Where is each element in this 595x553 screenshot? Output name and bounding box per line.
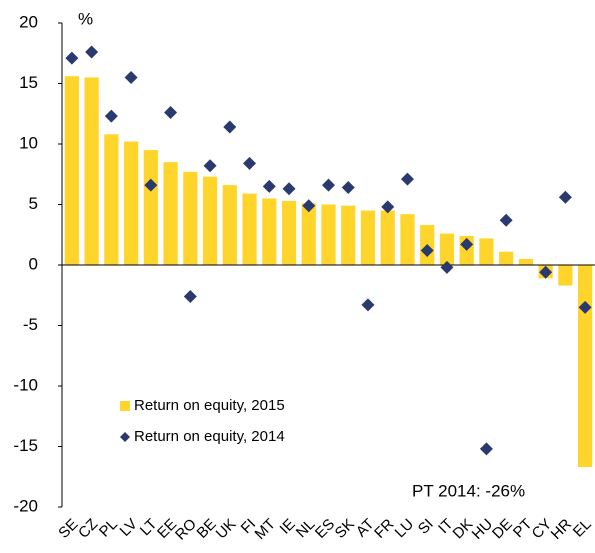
legend-swatch (120, 401, 130, 411)
legend-swatch (120, 432, 130, 442)
y-tick-label: 20 (19, 12, 38, 31)
bar (202, 176, 218, 265)
diamond (381, 200, 395, 214)
diamond (361, 298, 375, 312)
bar (281, 200, 297, 265)
diamond (578, 300, 592, 314)
bar (499, 251, 514, 265)
y-tick-label: -10 (13, 375, 38, 394)
y-tick-label: -20 (13, 496, 38, 515)
bar (262, 198, 277, 265)
diamond (282, 182, 296, 196)
bar (104, 134, 119, 265)
x-tick-label: UK (213, 516, 240, 543)
bar (143, 150, 158, 265)
bar (558, 265, 573, 286)
diamond (499, 213, 513, 227)
diamond (144, 178, 158, 192)
diamond (420, 243, 434, 257)
bar (479, 238, 494, 265)
diamond (203, 159, 217, 173)
bar (123, 141, 139, 265)
x-tick-label: EL (570, 516, 595, 541)
diamond (302, 199, 316, 213)
bar (222, 185, 237, 265)
bar (84, 77, 99, 265)
diamond (322, 178, 335, 192)
unit-label: % (78, 9, 93, 28)
bar (183, 171, 198, 265)
bar (400, 214, 415, 265)
diamond (479, 442, 493, 456)
bar (163, 162, 178, 265)
y-tick-label: 5 (29, 194, 38, 213)
diamond (262, 179, 276, 193)
diamond (223, 120, 237, 134)
bar (341, 205, 356, 265)
diamond (104, 109, 118, 123)
bar (321, 204, 336, 265)
annotation: PT 2014: -26% (412, 481, 525, 500)
diamond (558, 190, 572, 204)
y-tick-label: 15 (19, 73, 38, 92)
diamond (400, 172, 414, 186)
legend-label: Return on equity, 2015 (134, 397, 285, 414)
bar (360, 210, 376, 265)
legend-label: Return on equity, 2014 (134, 428, 285, 445)
x-tick-label: SI (415, 516, 437, 538)
diamond (341, 181, 355, 195)
bar (301, 203, 316, 265)
bar (380, 210, 395, 265)
y-tick-label: -15 (13, 436, 38, 455)
diamond (243, 156, 257, 170)
diamond (124, 70, 138, 84)
bar (578, 265, 593, 468)
y-tick-label: 0 (29, 254, 38, 273)
diamond (65, 51, 79, 65)
bar (439, 233, 455, 265)
y-tick-label: -5 (23, 315, 38, 334)
diamond (440, 260, 454, 274)
diamond (460, 237, 474, 251)
diamond (85, 45, 99, 59)
y-tick-label: 10 (19, 133, 38, 152)
diamond (539, 265, 553, 279)
x-tick-label: MT (252, 516, 279, 543)
bar (242, 193, 257, 265)
diamond (164, 106, 178, 120)
diamond (183, 289, 197, 303)
x-tick-label: LU (392, 516, 418, 542)
bar (64, 76, 79, 266)
bar (518, 258, 534, 265)
